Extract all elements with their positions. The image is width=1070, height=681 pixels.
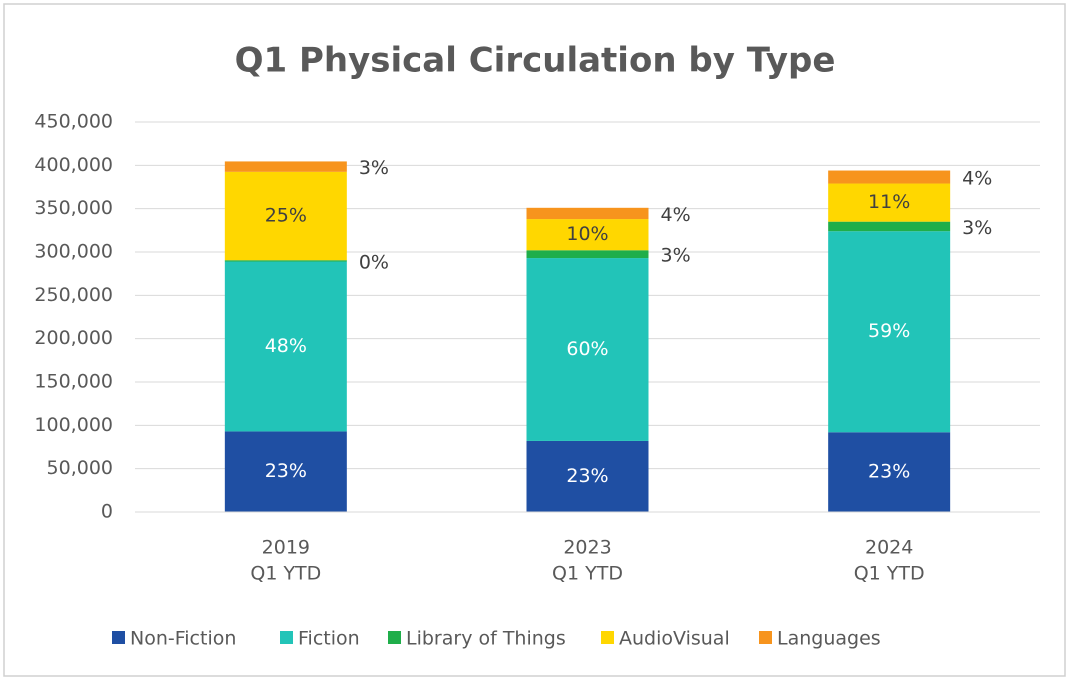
data-label: 3% <box>661 245 691 267</box>
legend-label: Non-Fiction <box>130 628 236 650</box>
bar-segment <box>526 440 649 512</box>
bar-segment <box>526 250 649 259</box>
bar-segment <box>526 258 649 441</box>
data-label: 25% <box>265 205 307 227</box>
y-tick-label: 350,000 <box>34 197 113 219</box>
y-tick-label: 450,000 <box>34 111 113 133</box>
legend-swatch <box>759 631 772 644</box>
x-tick-label: 2024 <box>865 537 913 559</box>
bar-segment <box>828 231 951 433</box>
x-tick-label: Q1 YTD <box>854 563 925 585</box>
data-label: 11% <box>868 191 910 213</box>
x-tick-label: 2019 <box>262 537 310 559</box>
y-tick-label: 400,000 <box>34 154 113 176</box>
data-label: 23% <box>265 460 307 482</box>
y-tick-label: 50,000 <box>47 457 113 479</box>
legend-label: AudioVisual <box>619 628 730 650</box>
x-tick-label: Q1 YTD <box>250 563 321 585</box>
bar-segment <box>828 183 951 222</box>
bar-segment <box>526 207 649 220</box>
data-label: 59% <box>868 320 910 342</box>
bar-segment <box>828 432 951 512</box>
data-label: 10% <box>566 223 608 245</box>
legend-swatch <box>280 631 293 644</box>
legend-swatch <box>601 631 614 644</box>
data-label: 48% <box>265 335 307 357</box>
data-label: 0% <box>359 251 389 273</box>
legend-swatch <box>112 631 125 644</box>
bar-segment <box>224 260 347 262</box>
y-tick-label: 0 <box>101 501 113 523</box>
y-tick-label: 200,000 <box>34 327 113 349</box>
bar-segment <box>224 431 347 512</box>
bar-segment <box>224 161 347 172</box>
y-tick-label: 300,000 <box>34 241 113 263</box>
data-label: 23% <box>566 465 608 487</box>
data-label: 3% <box>359 157 389 179</box>
bar-segment <box>828 221 951 232</box>
y-tick-label: 150,000 <box>34 371 113 393</box>
data-label: 60% <box>566 338 608 360</box>
legend-label: Languages <box>777 628 881 650</box>
bar-segment <box>526 219 649 251</box>
y-tick-label: 250,000 <box>34 284 113 306</box>
bar-segment <box>224 171 347 261</box>
legend-label: Library of Things <box>406 628 566 650</box>
data-label: 4% <box>661 204 691 226</box>
data-label: 3% <box>962 217 992 239</box>
x-tick-label: 2023 <box>563 537 611 559</box>
data-label: 23% <box>868 461 910 483</box>
data-label: 4% <box>962 168 992 190</box>
bar-segment <box>828 170 951 184</box>
x-tick-label: Q1 YTD <box>552 563 623 585</box>
bar-segment <box>224 261 347 432</box>
y-tick-label: 100,000 <box>34 414 113 436</box>
legend-swatch <box>388 631 401 644</box>
legend-label: Fiction <box>298 628 360 650</box>
chart-title: Q1 Physical Circulation by Type <box>235 41 836 81</box>
